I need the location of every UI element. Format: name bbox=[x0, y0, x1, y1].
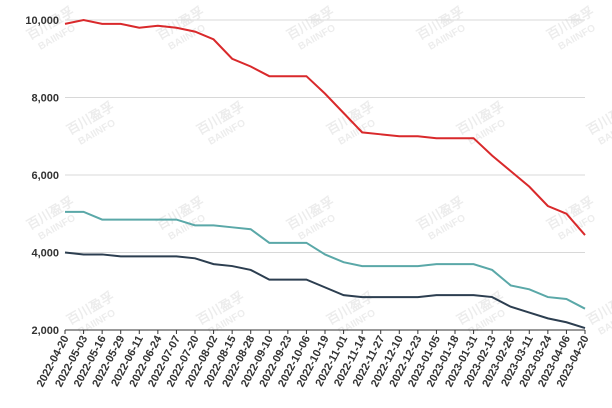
y-tick-label: 4,000 bbox=[31, 248, 59, 260]
y-tick-label: 6,000 bbox=[31, 170, 59, 182]
y-tick-label: 8,000 bbox=[31, 93, 59, 105]
y-tick-label: 10,000 bbox=[25, 15, 59, 27]
y-tick-label: 2,000 bbox=[31, 325, 59, 337]
series-line bbox=[65, 210, 586, 310]
series-line bbox=[64, 18, 586, 236]
series-line bbox=[64, 251, 586, 330]
